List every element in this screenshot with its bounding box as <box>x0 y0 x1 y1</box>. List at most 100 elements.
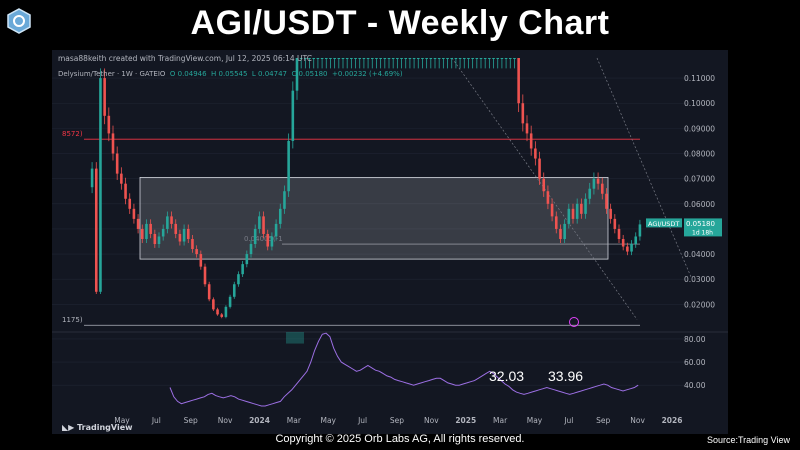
price-tick-label: 0.02000 <box>684 300 715 309</box>
trendline <box>596 57 693 280</box>
candle-body <box>329 58 332 59</box>
candle-body <box>337 58 341 59</box>
time-tick-label: Mar <box>493 416 508 425</box>
candle-body <box>312 58 316 59</box>
candle-body <box>492 58 495 59</box>
candle-body <box>404 58 408 59</box>
time-tick-label: Jul <box>563 416 573 425</box>
candle-body <box>237 274 240 285</box>
candle-body <box>253 228 257 245</box>
rsi-overbought-zone <box>286 332 304 344</box>
candle-body <box>437 58 441 59</box>
candle-body <box>496 58 500 59</box>
candle-body <box>220 314 224 317</box>
price-tick-label: 0.09000 <box>684 124 715 133</box>
candle-body <box>580 203 583 214</box>
candle-body <box>408 58 412 59</box>
candle-body <box>638 224 642 237</box>
time-tick-label: Nov <box>424 416 439 425</box>
candle-body <box>199 254 203 267</box>
candle-body <box>161 228 165 237</box>
candle-body <box>350 58 353 59</box>
price-tag-value: 0.05180 <box>686 220 715 228</box>
level-label: 0.04005(-1 <box>244 235 283 243</box>
rsi-tick-label: 80.00 <box>684 335 706 344</box>
candle-body <box>375 58 378 59</box>
candle-body <box>341 58 345 59</box>
candle-body <box>458 58 462 59</box>
candle-body <box>94 168 98 292</box>
time-tick-label: Sep <box>184 416 198 425</box>
time-tick-label: 2026 <box>662 416 683 425</box>
candle-body <box>153 233 157 245</box>
candle-body <box>454 58 458 59</box>
tradingview-logo: ◣▶ TradingView <box>62 423 133 432</box>
price-tag-countdown: 1d 18h <box>692 229 713 236</box>
candle-body <box>563 223 566 239</box>
candle-body <box>124 183 127 199</box>
chart-canvas[interactable]: 0.11000 0.10000 0.09000 0.08000 0.07000 0.060… <box>52 50 728 434</box>
candle-body <box>333 58 336 59</box>
candle-body <box>467 58 470 59</box>
candle-body <box>370 58 374 59</box>
candle-body <box>245 254 249 265</box>
candle-body <box>488 58 491 59</box>
candle-body <box>513 58 516 59</box>
page-title: AGI/USDT - Weekly Chart <box>190 4 610 42</box>
time-tick-label: Nov <box>218 416 233 425</box>
candle-body <box>504 58 508 59</box>
candle-body <box>249 244 253 255</box>
chart-panel[interactable]: 0.11000 0.10000 0.09000 0.08000 0.07000 0.060… <box>52 50 728 434</box>
candle-body <box>554 216 558 229</box>
level-label: 1175) <box>62 316 83 324</box>
candle-body <box>358 58 362 59</box>
price-tick-label: 0.03000 <box>684 275 715 284</box>
candle-body <box>412 58 416 59</box>
candle-body <box>207 284 211 300</box>
candle-body <box>534 148 537 159</box>
candle-body <box>232 284 236 297</box>
candle-body <box>559 228 562 239</box>
candle-body <box>262 216 265 234</box>
candle-body <box>195 249 198 255</box>
price-tick-label: 0.08000 <box>684 150 715 159</box>
candle-body <box>391 58 395 59</box>
candle-body <box>170 216 173 224</box>
candle-body <box>278 208 282 224</box>
candle-body <box>228 296 232 307</box>
candle-body <box>115 153 119 174</box>
candle-body <box>182 228 186 242</box>
time-tick-label: May <box>527 416 543 425</box>
candle-body <box>634 236 638 245</box>
time-tick-label: 2025 <box>455 416 476 425</box>
candle-body <box>362 58 366 59</box>
price-tick-label: 0.04000 <box>684 250 715 259</box>
price-tag-bg <box>684 218 722 237</box>
candle-body <box>613 218 617 229</box>
candle-body <box>308 58 311 59</box>
candle-body <box>421 58 424 59</box>
time-tick-label: Sep <box>596 416 610 425</box>
candle-body <box>621 238 625 247</box>
tradingview-icon: ◣▶ <box>62 423 78 432</box>
price-tick-label: 0.11000 <box>684 74 715 83</box>
candle-body <box>446 58 449 59</box>
chart-created-by: masa88keith created with TradingView.com… <box>58 54 312 63</box>
candle-body <box>630 244 633 252</box>
candle-body <box>517 58 520 104</box>
candle-body <box>145 223 148 239</box>
candle-body <box>425 58 428 59</box>
candle-body <box>241 264 244 275</box>
candle-body <box>433 58 437 59</box>
candle-body <box>191 238 194 250</box>
price-tag-symbol-bg <box>646 218 682 228</box>
candle-body <box>471 58 474 59</box>
candle-body <box>584 198 587 214</box>
candle-body <box>379 58 382 59</box>
candle-body <box>571 208 575 219</box>
candle-body <box>429 58 433 59</box>
candle-body <box>287 140 290 192</box>
time-tick-label: Nov <box>630 416 645 425</box>
candle-body <box>483 58 487 59</box>
candle-body <box>366 58 370 59</box>
